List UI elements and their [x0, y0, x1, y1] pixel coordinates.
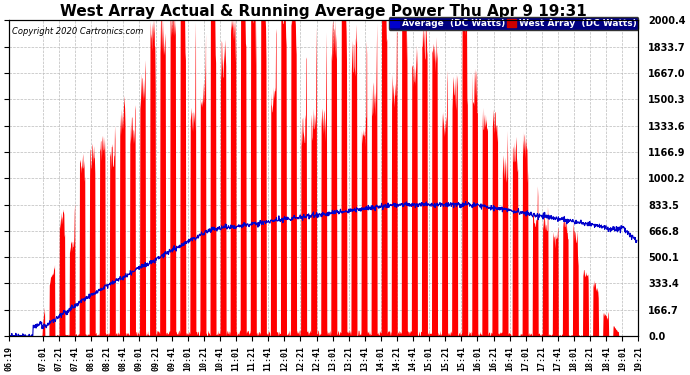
Text: Copyright 2020 Cartronics.com: Copyright 2020 Cartronics.com	[12, 27, 144, 36]
Legend: Average  (DC Watts), West Array  (DC Watts): Average (DC Watts), West Array (DC Watts…	[388, 17, 638, 30]
Title: West Array Actual & Running Average Power Thu Apr 9 19:31: West Array Actual & Running Average Powe…	[61, 4, 587, 19]
